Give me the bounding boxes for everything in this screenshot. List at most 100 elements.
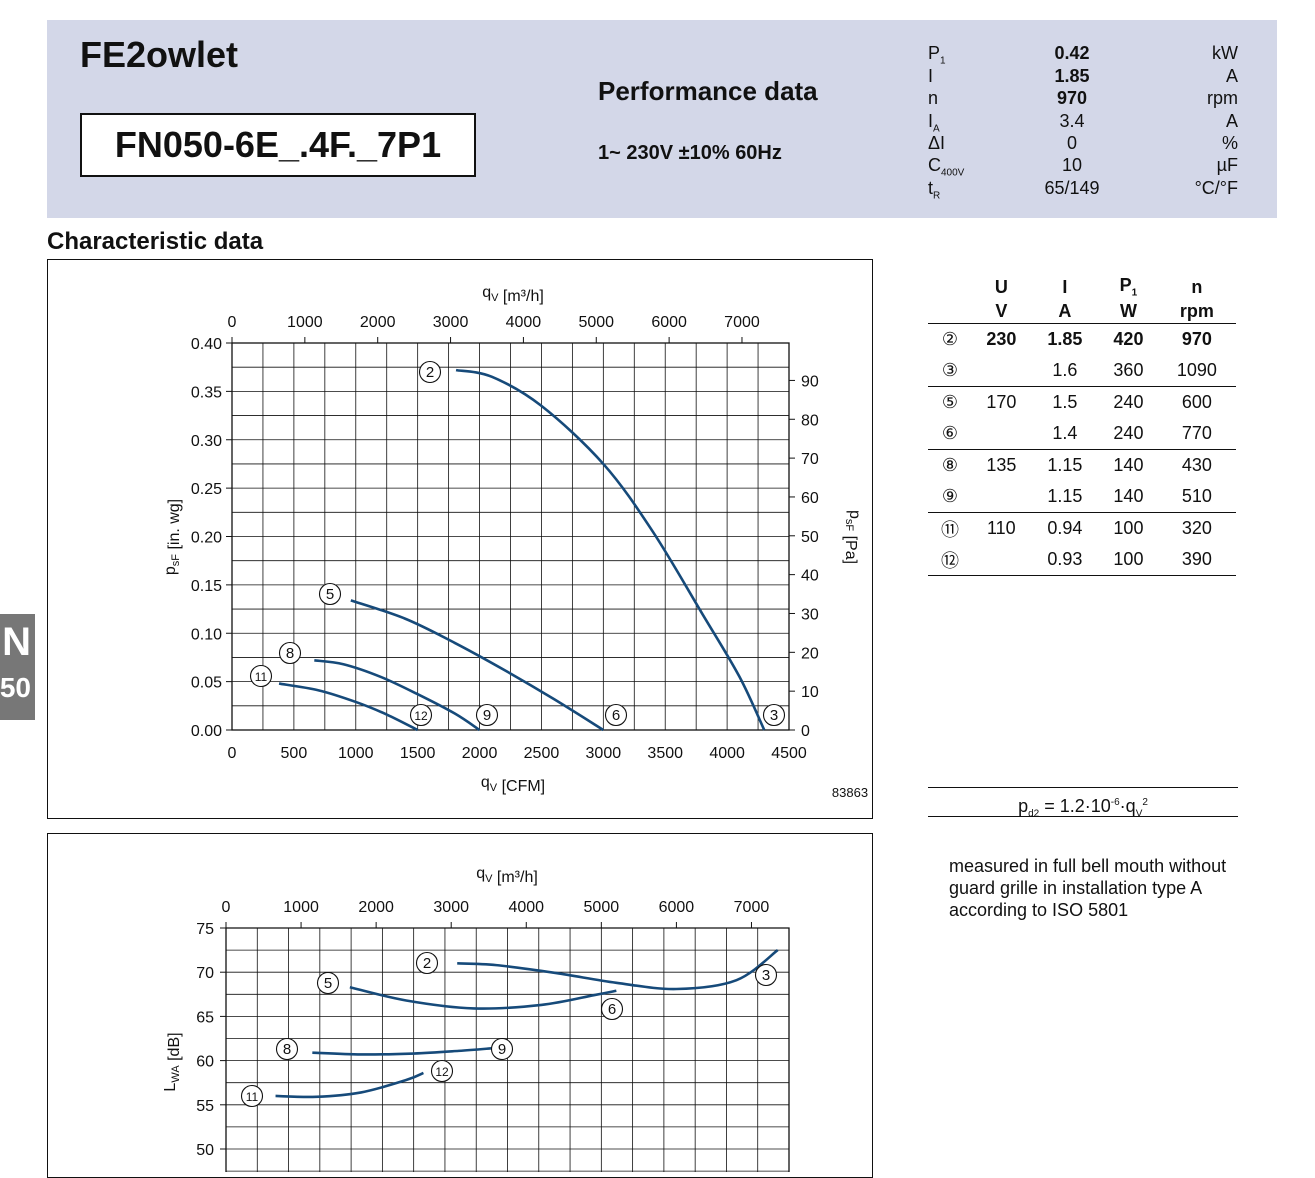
x2-tick-label: 2000: [358, 899, 394, 916]
param-unit: µF: [1216, 155, 1238, 175]
x2-tick-label: 0: [228, 314, 237, 331]
sound-curve-2-3: [457, 949, 779, 991]
y-tick-label: 0.00: [191, 723, 222, 740]
y2-tick-label: 70: [801, 451, 819, 468]
table-cell: 170: [986, 392, 1017, 412]
param-unit: kW: [1212, 43, 1238, 63]
table-header: P1: [1119, 275, 1138, 299]
operating-point-id: ⑫: [928, 544, 972, 576]
pressure-chart-frame: [47, 259, 873, 819]
param-symbol: IA: [928, 111, 940, 135]
y2-tick-label: 90: [801, 373, 819, 390]
y-tick-label: 0.40: [191, 336, 222, 353]
x-tick-label: 3500: [647, 745, 683, 762]
table-header: I: [1062, 276, 1068, 297]
operating-point-marker-label: 9: [483, 707, 491, 724]
x2-tick-label: 1000: [283, 899, 319, 916]
param-symbol: I: [928, 66, 934, 86]
param-symbol: C400V: [928, 155, 965, 179]
param-unit: rpm: [1207, 88, 1238, 108]
operating-point-marker-label: 9: [498, 1041, 506, 1058]
operating-point-marker: [430, 1059, 454, 1083]
x2-tick-label: 6000: [651, 314, 687, 331]
x2-tick-label: 1000: [287, 314, 323, 331]
param-row: ΔI 0%: [928, 133, 1238, 155]
operating-point-marker: [275, 1037, 299, 1061]
x-tick-label: 0: [228, 745, 237, 762]
y2-tick-label: 10: [801, 684, 819, 701]
param-value: 0: [1066, 133, 1077, 153]
table-header: U: [994, 276, 1008, 297]
operating-point-marker: [604, 703, 628, 727]
product-brand: FE2owlet: [80, 34, 239, 75]
x-tick-label: 4500: [771, 745, 807, 762]
param-value: 3.4: [1059, 111, 1085, 131]
y-tick-label: 60: [196, 1054, 214, 1071]
operating-point-marker-label: 2: [426, 364, 434, 381]
operating-point-marker-label: 6: [612, 707, 620, 724]
param-value: 1.85: [1054, 66, 1090, 86]
table-cell: 140: [1099, 481, 1158, 513]
table-cell: 140: [1113, 455, 1144, 475]
param-value: 65/149: [1044, 178, 1100, 198]
table-cell: 135: [986, 455, 1017, 475]
table-unit: rpm: [1157, 299, 1236, 324]
operating-point-marker-label: 3: [762, 967, 770, 984]
figure-number: 83863: [832, 785, 868, 800]
table-cell: 0.94: [1047, 518, 1083, 538]
x-tick-label: 500: [281, 745, 308, 762]
table-cell: 1.15: [1030, 481, 1100, 513]
x2-tick-label: 0: [222, 899, 231, 916]
operating-point-marker: [240, 1084, 264, 1108]
table-cell: 1.15: [1047, 455, 1083, 475]
x2-tick-label: 5000: [578, 314, 614, 331]
table-unit: V: [972, 299, 1031, 324]
param-row: P1 0.42 kW: [928, 43, 1238, 67]
table-cell: 600: [1181, 392, 1212, 412]
operating-point-marker-label: 8: [286, 645, 294, 662]
operating-point-marker: [278, 641, 302, 665]
table-cell: [972, 418, 1031, 450]
x-tick-label: 2500: [524, 745, 560, 762]
operating-point-marker: [762, 703, 786, 727]
operating-point-id: ③: [928, 355, 972, 387]
voltage-spec: 1~ 230V ±10% 60Hz: [598, 142, 782, 164]
sound-curve-8-9: [312, 1046, 493, 1056]
table-corner: [928, 275, 972, 299]
table-cell: [972, 481, 1031, 513]
y-tick-label: 0.30: [191, 433, 222, 450]
operating-point-marker-label: 2: [423, 955, 431, 972]
table-cell: 1.85: [1047, 329, 1083, 349]
table-cell: 320: [1181, 518, 1212, 538]
operating-point-id: ②: [941, 329, 959, 349]
y2-tick-label: 50: [801, 529, 819, 546]
param-row: I 1.85 A: [928, 66, 1238, 88]
x-tick-label: 2000: [462, 745, 498, 762]
performance-title: Performance data: [598, 76, 818, 106]
operating-point-marker: [318, 582, 342, 606]
table-row: ⑤ 170 1.5 240 600: [928, 387, 1236, 419]
sound-curve-11-12: [275, 1071, 424, 1099]
dynamic-pressure-formula: pd2 = 1.2·10-6·qV2: [928, 787, 1238, 820]
param-unit: A: [1225, 111, 1238, 131]
y-tick-label: 0.10: [191, 626, 222, 643]
operating-point-id: ⑪: [941, 519, 959, 540]
sound-curve-5-6: [349, 985, 617, 1010]
table-row: ⑨ 1.15 140 510: [928, 481, 1236, 513]
section-title: Characteristic data: [47, 228, 264, 255]
operating-point-marker-label: 8: [283, 1041, 291, 1058]
operating-point-marker: [475, 703, 499, 727]
table-cell: 240: [1099, 418, 1158, 450]
table-cell: 970: [1181, 329, 1212, 349]
operating-point-marker: [249, 664, 273, 688]
table-cell: 770: [1157, 418, 1236, 450]
param-value: 10: [1061, 155, 1083, 175]
param-value: 0.42: [1054, 43, 1090, 63]
operating-point-id: ⑥: [928, 418, 972, 450]
x2-tick-label: 5000: [584, 899, 620, 916]
operating-point-marker: [754, 963, 778, 987]
y2-tick-label: 60: [801, 490, 819, 507]
x-tick-label: 3000: [586, 745, 622, 762]
x2-axis-label: qV [m³/h]: [476, 865, 538, 886]
pressure-curve-5-6: [350, 599, 605, 732]
